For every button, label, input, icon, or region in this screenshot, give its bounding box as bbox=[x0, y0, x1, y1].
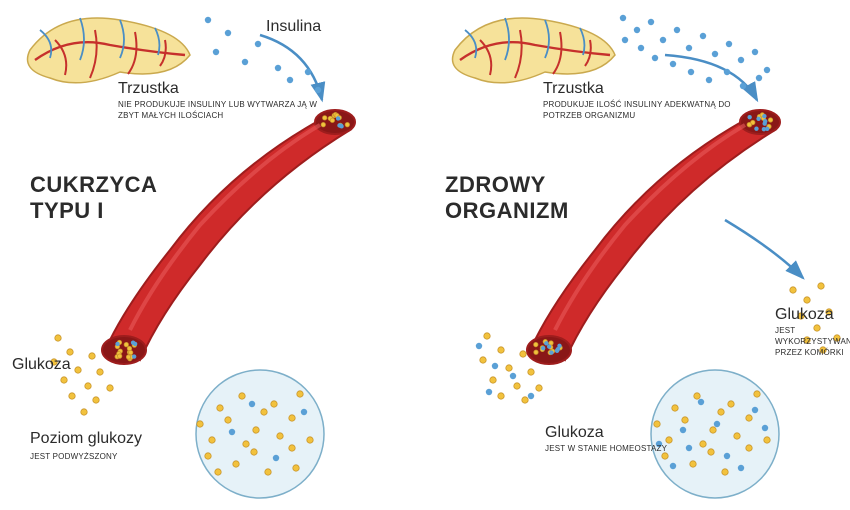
panel-diabetes: Insulina Trzustka NIE PRODUKUJE INSULINY… bbox=[0, 0, 425, 510]
title-line1: CUKRZYCA bbox=[30, 172, 157, 197]
glucose-label: Glukoza bbox=[775, 306, 834, 324]
arrow-glucose-out bbox=[725, 220, 803, 278]
pancreas-label: Trzustka bbox=[118, 80, 179, 98]
title-line2: TYPU I bbox=[30, 198, 104, 223]
pancreas-sublabel: NIE PRODUKUJE INSULINY LUB WYTWARZA JĄ W… bbox=[118, 100, 318, 122]
insulin-dots bbox=[620, 15, 770, 89]
arrow-insulin bbox=[260, 35, 322, 100]
pancreas-sublabel: PRODUKUJE ILOŚĆ INSULINY ADEKWATNĄ DO PO… bbox=[543, 100, 743, 122]
title-line2: ORGANIZM bbox=[445, 198, 569, 223]
diagram-right bbox=[425, 0, 850, 510]
bottom-insulin-dots bbox=[476, 343, 534, 399]
blood-vessel bbox=[527, 110, 780, 364]
title-line1: ZDROWY bbox=[445, 172, 546, 197]
glucose-bottom-sublabel: JEST W STANIE HOMEOSTAZY bbox=[545, 444, 667, 455]
pancreas-illustration bbox=[453, 18, 616, 83]
blood-vessel bbox=[102, 110, 355, 364]
pancreas-illustration bbox=[28, 18, 191, 83]
glucose-level-circle bbox=[196, 370, 324, 498]
glucose-label: Glukoza bbox=[12, 356, 71, 374]
panel-healthy: Trzustka PRODUKUJE ILOŚĆ INSULINY ADEKWA… bbox=[425, 0, 850, 510]
pancreas-label: Trzustka bbox=[543, 80, 604, 98]
insulin-label: Insulina bbox=[266, 18, 321, 36]
glucose-bottom-label: Glukoza bbox=[545, 424, 604, 442]
glucose-level-label: Poziom glukozy bbox=[30, 430, 142, 448]
glucose-level-sublabel: JEST PODWYŻSZONY bbox=[30, 452, 118, 463]
glucose-sublabel: JEST WYKORZYSTYWANA PRZEZ KOMÓRKI bbox=[775, 326, 850, 358]
glucose-level-circle bbox=[651, 370, 779, 498]
